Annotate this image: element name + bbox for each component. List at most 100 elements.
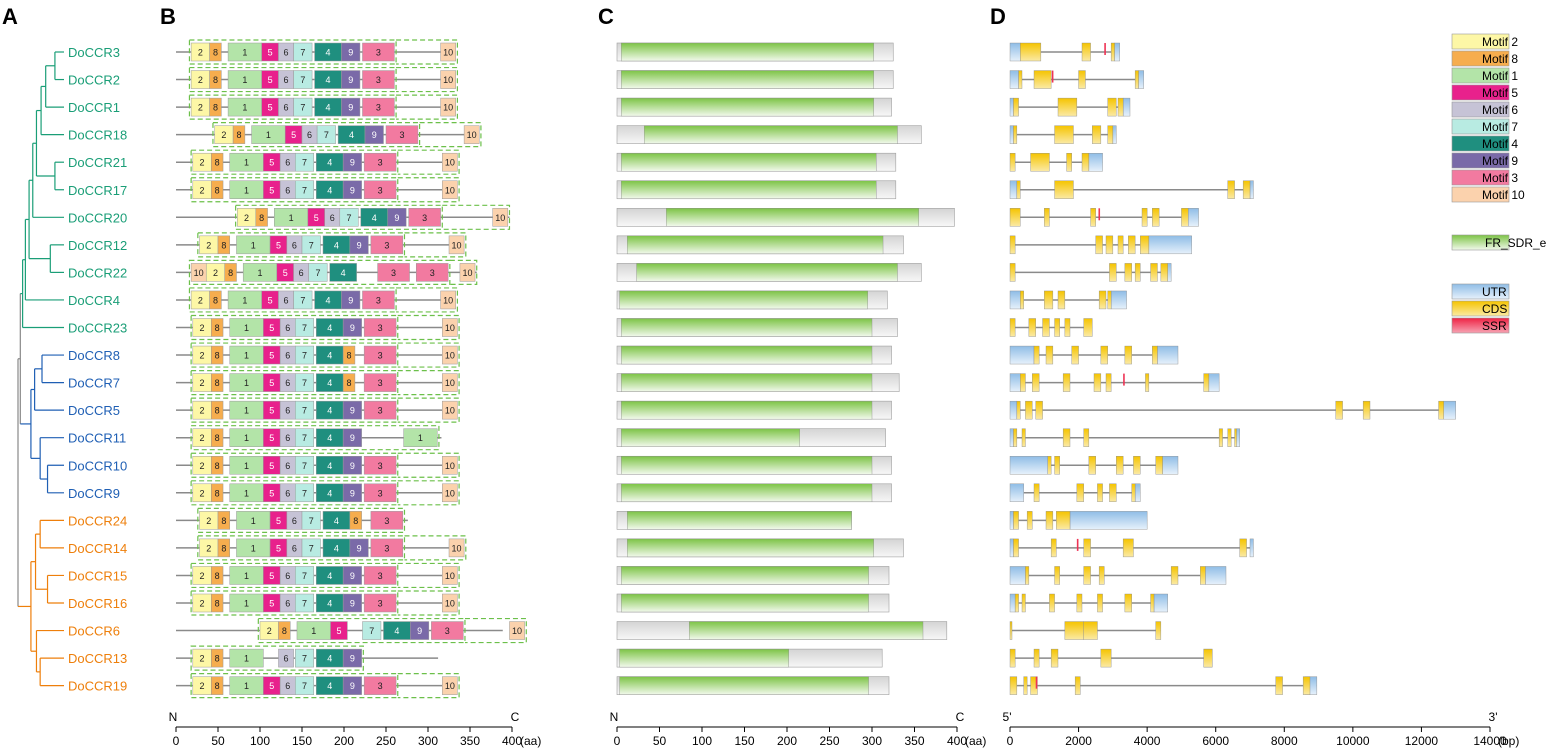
gene-structure-doccr4 xyxy=(1009,290,1127,310)
gene-label-doccr17: DoCCR17 xyxy=(68,183,127,198)
motif-number: 9 xyxy=(348,103,353,113)
motif-number: 2 xyxy=(200,185,205,195)
motif-region-box-tail xyxy=(396,94,458,120)
utr-block xyxy=(1009,70,1019,89)
legend-label-motif-10: Motif 10 xyxy=(1482,188,1525,202)
motif-number: 8 xyxy=(353,516,358,526)
utr-block xyxy=(1443,400,1456,420)
cds-block xyxy=(1203,648,1213,668)
legend-label-motif-4: Motif 4 xyxy=(1482,137,1518,151)
domain-tick-label: 100 xyxy=(692,734,712,748)
fr-sdr-e-domain xyxy=(621,566,869,585)
motif-number: 7 xyxy=(347,213,352,223)
motif-number: 2 xyxy=(200,158,205,168)
motif-box xyxy=(341,70,361,89)
motif-box xyxy=(440,42,456,62)
motif-number: 6 xyxy=(285,378,290,388)
cds-block xyxy=(1054,456,1060,475)
motif-region-box xyxy=(197,507,406,533)
motif-number: 7 xyxy=(300,295,305,305)
motif-region-box xyxy=(190,562,399,589)
motif-number: 6 xyxy=(284,75,289,85)
cds-block xyxy=(1054,180,1074,199)
cds-block xyxy=(1302,676,1311,695)
domain-row-doccr14 xyxy=(616,538,904,558)
motif-region-box-tail xyxy=(442,204,511,230)
motif-number: 9 xyxy=(357,543,362,553)
motif-number: 7 xyxy=(302,681,307,691)
motif-box xyxy=(329,263,357,282)
cds-block xyxy=(1030,676,1038,695)
utr-block xyxy=(1112,125,1117,144)
motif-box xyxy=(440,290,456,310)
motif-number: 3 xyxy=(384,543,389,553)
motif-number: 10 xyxy=(445,351,455,361)
fr-sdr-e-domain xyxy=(627,538,874,558)
fr-sdr-e-domain xyxy=(621,42,874,62)
gene-structure-doccr24 xyxy=(1009,511,1148,530)
motif-box xyxy=(211,428,224,447)
cds-block xyxy=(1028,318,1036,337)
motif-box xyxy=(211,483,224,503)
motif-box xyxy=(362,97,395,117)
domain-row-doccr1 xyxy=(616,97,892,117)
motif-number: 9 xyxy=(350,681,355,691)
gene-label-doccr13: DoCCR13 xyxy=(68,651,127,666)
motif-number: 1 xyxy=(251,240,256,250)
motif-number: 10 xyxy=(445,185,455,195)
motif-box xyxy=(509,621,525,640)
motif-number: 9 xyxy=(350,323,355,333)
motif-number: 6 xyxy=(292,516,297,526)
motif-row-doccr20: 2 8 1 5 6 7 4 9 3 10 xyxy=(176,204,511,230)
legend-label-domain: FR_SDR_e xyxy=(1485,236,1547,250)
motif-number: 6 xyxy=(284,103,289,113)
motif-number: 6 xyxy=(285,351,290,361)
motif-box xyxy=(217,235,231,255)
cds-block xyxy=(1013,428,1018,447)
domain-row-doccr19 xyxy=(616,676,890,695)
motif-number: 4 xyxy=(327,488,332,498)
cds-block xyxy=(1227,428,1232,447)
cds-block xyxy=(1009,235,1016,255)
utr-block xyxy=(1009,400,1018,420)
gene-structure-doccr3 xyxy=(1009,42,1120,62)
motif-number: 3 xyxy=(376,103,381,113)
cds-block xyxy=(1181,208,1189,227)
motif-number: 6 xyxy=(292,240,297,250)
fr-sdr-e-domain xyxy=(666,208,919,227)
cds-block xyxy=(1013,125,1018,144)
cds-block xyxy=(1227,180,1235,199)
motif-panel: 2 8 1 5 6 7 4 9 3 102 8 1 5 6 7 4 9 3 102 8 1 5 6 7 4 9 3 102 8 1 5 6 7 4… xyxy=(176,39,527,699)
cds-block xyxy=(1097,483,1103,502)
motif-box xyxy=(387,208,407,227)
motif-number: 2 xyxy=(267,626,272,636)
legend-label-motif-3: Motif 3 xyxy=(1482,171,1518,185)
motif-region-box xyxy=(190,673,399,699)
cds-block xyxy=(1140,235,1150,255)
motif-box xyxy=(295,180,315,199)
motif-region-box-tail xyxy=(397,480,460,506)
legend-swatch-motif-10 xyxy=(1451,186,1510,203)
motif-number: 3 xyxy=(378,488,383,498)
motif-number: 8 xyxy=(282,626,287,636)
motif-number: 2 xyxy=(200,378,205,388)
motif-number: 6 xyxy=(285,323,290,333)
gene-structure-doccr12 xyxy=(1009,235,1192,255)
motif-box xyxy=(363,676,397,695)
cds-block xyxy=(1145,373,1150,392)
cds-block xyxy=(1117,97,1124,117)
cds-block xyxy=(1009,263,1016,282)
gene-tick-label: 4000 xyxy=(1134,734,1161,748)
cds-block xyxy=(1128,235,1136,255)
domain-tick-label: 400 xyxy=(947,734,967,748)
motif-number: 10 xyxy=(452,240,462,250)
cds-block xyxy=(1035,400,1043,420)
motif-number: 2 xyxy=(200,461,205,471)
motif-box xyxy=(295,676,315,695)
motif-number: 2 xyxy=(221,130,226,140)
motif-box xyxy=(363,566,397,585)
motif-number: 7 xyxy=(324,130,329,140)
motif-number: 2 xyxy=(200,571,205,581)
utr-block xyxy=(1009,511,1014,530)
gene-label-doccr4: DoCCR4 xyxy=(68,293,120,308)
